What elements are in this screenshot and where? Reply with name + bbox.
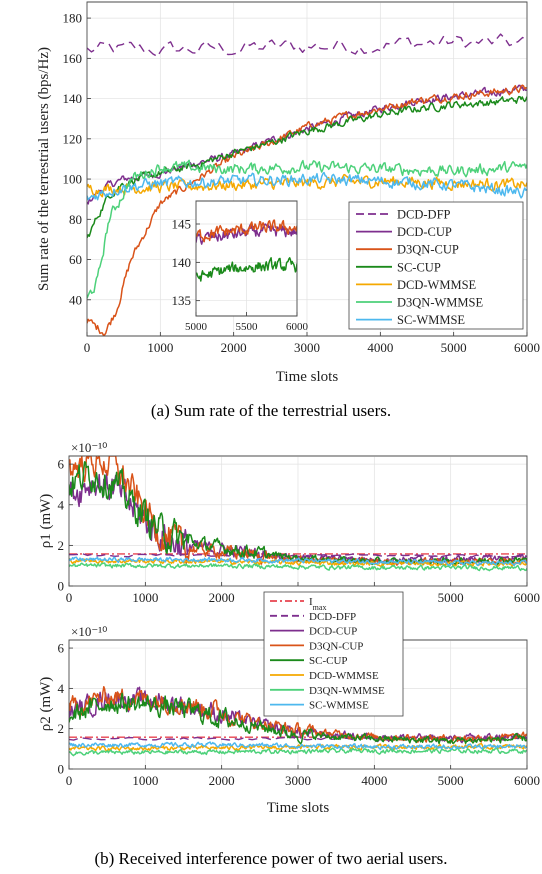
plot-border-a <box>86 1 528 337</box>
inset-x-tick-label: 5000 <box>185 321 208 333</box>
series-group-b2 <box>69 685 527 757</box>
legend-label: D3QN-WMMSE <box>397 296 483 310</box>
y-tick-label: 145 <box>172 217 192 232</box>
plot-border-b1 <box>68 455 528 587</box>
legend-label: D3QN-CUP <box>309 640 363 652</box>
x-tick-label: 4000 <box>361 773 387 788</box>
x-tick-label: 0 <box>66 590 73 605</box>
y-tick-label: 160 <box>63 51 83 66</box>
legend-box-a <box>348 201 524 330</box>
series-line-sc-cup <box>196 257 297 282</box>
legend-label: SC-WMMSE <box>397 313 465 327</box>
x-tick-label: 4000 <box>367 340 393 355</box>
series-line-dcd-dfp <box>69 736 527 742</box>
x-tick-label: 0 <box>84 340 91 355</box>
x-tick-label: 6000 <box>514 773 540 788</box>
x-tick-label: 1000 <box>132 773 158 788</box>
y-tick-label: 60 <box>69 252 82 267</box>
x-tick-label: 2000 <box>209 590 235 605</box>
legend-label: D3QN-CUP <box>397 243 459 257</box>
y-tick-label: 100 <box>63 172 83 187</box>
y-tick-label: 2 <box>58 721 65 736</box>
y-tick-label: 80 <box>69 212 82 227</box>
x-tick-label: 5000 <box>441 340 467 355</box>
ticks-a: 0 1000 2000 3000 4000 5000 6000 40 60 80 100 120 140… <box>63 1 540 355</box>
legend-label: DCD-CUP <box>309 626 357 638</box>
series-group-a <box>87 33 527 336</box>
legend-label: D3QN-WMMSE <box>309 685 385 697</box>
legend-box-b <box>263 591 404 717</box>
y-tick-label: 0 <box>58 579 65 594</box>
x-tick-label: 0 <box>66 773 73 788</box>
series-line-d3qn-cup <box>196 219 297 243</box>
x-tick-label: 5000 <box>438 590 464 605</box>
legend-label: SC-CUP <box>309 655 348 667</box>
caption-b: (b) Received interference power of two a… <box>94 849 447 868</box>
y-axis-label-b2: ρ2 (mW) <box>38 677 54 732</box>
y-tick-label: 135 <box>172 293 192 308</box>
y-tick-label: 6 <box>58 641 65 656</box>
y-tick-label: 140 <box>63 91 83 106</box>
x-tick-label: 1000 <box>147 340 173 355</box>
y-tick-label: 6 <box>58 457 65 472</box>
y-tick-label: 0 <box>58 762 65 777</box>
plot-border-inset <box>195 200 298 317</box>
legend-label: SC-CUP <box>397 260 441 274</box>
exponent-label-b2: ×10⁻¹⁰ <box>71 624 107 639</box>
x-tick-label: 6000 <box>514 590 540 605</box>
x-tick-label: 6000 <box>514 340 540 355</box>
ticks-b2: 0 1000 2000 3000 4000 5000 6000 0 2 4 6 <box>58 639 540 788</box>
y-axis-label-b1: ρ1 (mW) <box>38 494 54 549</box>
y-tick-label: 4 <box>58 497 65 512</box>
x-axis-label-a: Time slots <box>276 369 339 385</box>
series-line-sc-cup <box>87 95 527 239</box>
legend-label: SC-WMMSE <box>309 700 369 712</box>
series-line-dcd-wmmse <box>69 742 527 753</box>
series-line-sc-cup <box>69 692 527 745</box>
legend-label: DCD-CUP <box>397 225 452 239</box>
series-line-dcd-dfp <box>87 33 527 58</box>
series-line-dcd-wmmse <box>87 173 527 198</box>
series-line-sc-wmmse <box>69 556 527 567</box>
ticks-inset: 135 140 145 <box>172 200 298 317</box>
y-tick-label: 4 <box>58 681 65 696</box>
exponent-label-b1: ×10⁻¹⁰ <box>71 440 107 455</box>
legend-label: DCD-DFP <box>309 611 356 623</box>
series-group-b1 <box>69 456 527 572</box>
series-line-sc-wmmse <box>87 171 527 201</box>
series-line-dcd-cup <box>87 84 527 205</box>
y-tick-label: 40 <box>69 292 82 307</box>
x-tick-label: 2000 <box>221 340 247 355</box>
x-axis-label-b2: Time slots <box>267 800 330 816</box>
y-axis-label-a: Sum rate of the terrestrial users (bps/H… <box>36 47 52 291</box>
series-line-dcd-dfp <box>69 553 527 559</box>
legend-b: ImaxDCD-DFPDCD-CUPD3QN-CUPSC-CUPDCD-WMMS… <box>263 591 404 717</box>
y-tick-label: 120 <box>63 131 83 146</box>
y-tick-label: 180 <box>63 11 83 26</box>
legend-label: DCD-DFP <box>397 208 451 222</box>
legend-subscript: max <box>313 603 327 612</box>
legend-label: DCD-WMMSE <box>397 278 477 292</box>
series-group-inset <box>196 219 297 282</box>
series-line-d3qn-cup <box>87 84 527 336</box>
x-tick-label: 2000 <box>209 773 235 788</box>
x-tick-label: 3000 <box>285 773 311 788</box>
series-line-d3qn-wmmse <box>87 159 527 299</box>
inset-x-tick-label: 6000 <box>286 321 309 333</box>
x-tick-label: 3000 <box>294 340 320 355</box>
x-tick-label: 1000 <box>132 590 158 605</box>
series-line-d3qn-wmmse <box>69 747 527 757</box>
y-tick-label: 140 <box>172 255 192 270</box>
y-tick-label: 2 <box>58 538 65 553</box>
x-tick-label: 5000 <box>438 773 464 788</box>
legend-label: DCD-WMMSE <box>309 670 379 682</box>
series-line-d3qn-wmmse <box>69 562 527 572</box>
legend-a: DCD-DFP DCD-CUP D3QN-CUP SC-CUP DCD-WMMSE D3Q… <box>348 201 524 330</box>
inset-x-tick-label: 5500 <box>236 321 259 333</box>
series-line-sc-wmmse <box>69 741 527 751</box>
caption-a: (a) Sum rate of the terrestrial users. <box>151 401 391 420</box>
